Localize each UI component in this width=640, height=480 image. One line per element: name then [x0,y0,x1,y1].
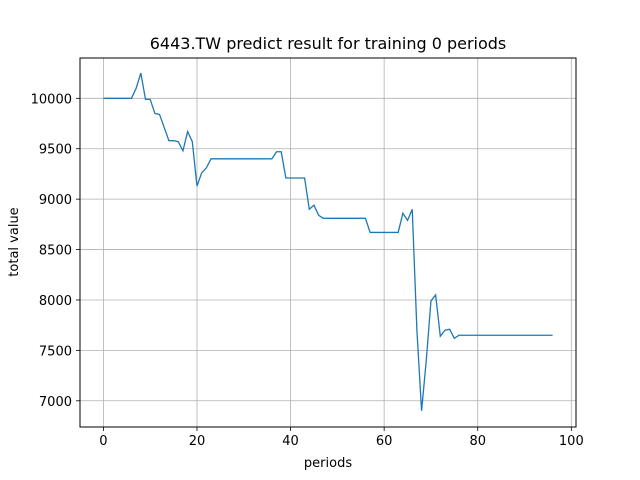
chart-title: 6443.TW predict result for training 0 pe… [150,34,507,53]
x-tick-label: 40 [282,434,299,449]
y-axis: 7000 7500 8000 8500 9000 9500 10000 [31,92,80,410]
y-tick-label: 7500 [39,344,72,359]
x-tick-label: 100 [559,434,584,449]
x-axis-label: periods [304,456,352,471]
y-tick-label: 8000 [39,294,72,309]
y-tick-label: 9000 [39,193,72,208]
y-tick-label: 8500 [39,244,72,259]
y-axis-label: total value [7,207,22,276]
x-tick-label: 0 [99,434,107,449]
y-tick-label: 7000 [39,395,72,410]
series-line [103,72,553,411]
plot-area-frame [79,57,577,428]
x-tick-label: 60 [376,434,393,449]
y-tick-label: 9500 [39,143,72,158]
grid [80,58,576,427]
x-axis: 0 20 40 60 80 100 [99,427,584,449]
x-tick-label: 80 [469,434,486,449]
y-tick-label: 10000 [31,92,72,107]
x-tick-label: 20 [189,434,206,449]
